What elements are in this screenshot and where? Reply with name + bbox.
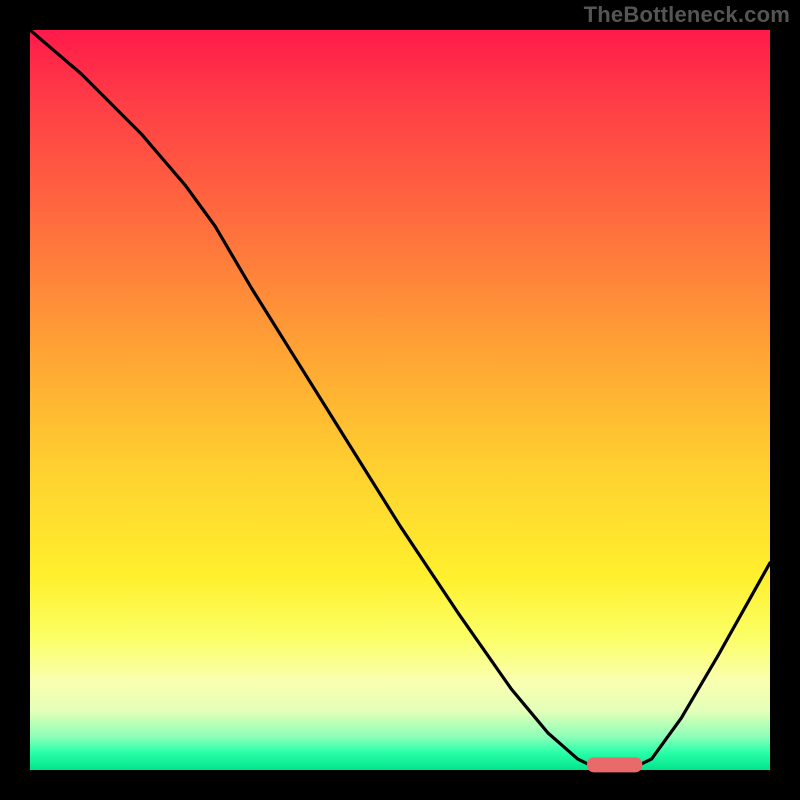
chart-container: TheBottleneck.com (0, 0, 800, 800)
plot-background (30, 30, 770, 770)
bottleneck-chart (0, 0, 800, 800)
watermark-text: TheBottleneck.com (584, 2, 790, 28)
optimal-marker (587, 757, 643, 772)
